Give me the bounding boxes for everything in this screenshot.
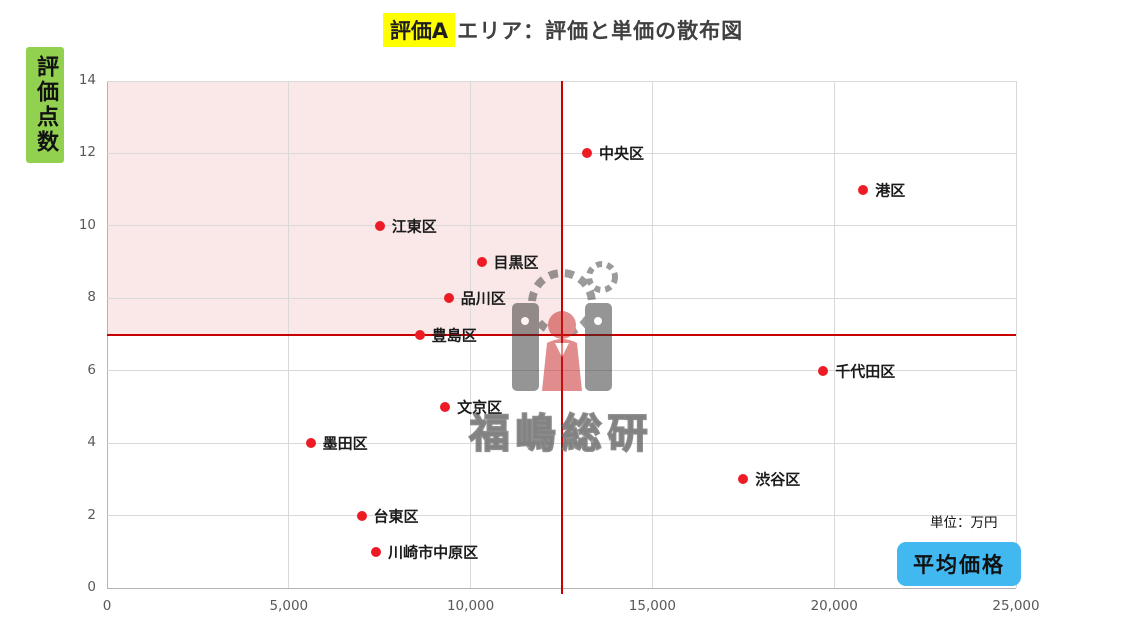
- data-point: [414, 329, 425, 340]
- x-tick-label: 10,000: [446, 598, 495, 614]
- data-point: [818, 365, 829, 376]
- data-point: [371, 546, 382, 557]
- gridline-vertical: [1015, 81, 1017, 588]
- rating-badge: 評価A: [382, 13, 456, 47]
- data-point: [476, 257, 487, 268]
- x-tick-label: 20,000: [810, 598, 858, 614]
- x-tick-label: 0: [102, 598, 112, 614]
- point-label: 目黒区: [493, 253, 539, 272]
- data-point: [356, 510, 367, 521]
- point-label: 豊島区: [431, 326, 477, 344]
- y-axis-label: 評価点数: [26, 47, 64, 163]
- data-point: [738, 474, 749, 485]
- point-label: 品川区: [460, 289, 506, 308]
- point-label: 文京区: [457, 398, 503, 417]
- reference-line-vertical: [560, 81, 563, 594]
- point-label: 中央区: [598, 144, 644, 163]
- y-tick-label: 2: [87, 506, 96, 523]
- y-tick-label: 4: [87, 434, 96, 451]
- y-tick-label: 14: [78, 72, 96, 88]
- x-axis-label: 平均価格: [897, 542, 1021, 586]
- chart-title: 評価A エリア：評価と単価の散布図: [0, 13, 1126, 47]
- plot-area: 福嶋総研 中央区 港区 江東区 目黒区 品川区 豊島区 千代田区 文京区 墨田区 渋谷区 台東区 川崎…: [106, 80, 1017, 594]
- point-label: 川崎市中原区: [388, 543, 479, 562]
- y-tick-label: 10: [78, 216, 96, 233]
- point-label: 港区: [875, 181, 906, 200]
- chart-title-text: エリア：評価と単価の散布図: [457, 19, 744, 43]
- data-point: [440, 401, 451, 412]
- y-tick-label: 8: [87, 289, 96, 306]
- point-label: 渋谷区: [755, 470, 801, 489]
- reference-line-horizontal: [107, 333, 1016, 336]
- x-tick-label: 15,000: [628, 598, 677, 614]
- y-tick-label: 0: [87, 579, 96, 595]
- data-point: [581, 148, 592, 159]
- x-tick-label: 25,000: [992, 598, 1040, 614]
- data-point: [374, 220, 385, 231]
- highlight-quadrant: [107, 81, 562, 335]
- data-point: [305, 438, 316, 449]
- data-point: [858, 184, 869, 195]
- data-point: [443, 293, 454, 304]
- point-label: 台東区: [373, 507, 419, 526]
- unit-label: 単位：万円: [930, 515, 998, 531]
- point-label: 千代田区: [835, 362, 896, 381]
- y-tick-label: 12: [78, 144, 96, 161]
- point-label: 江東区: [391, 217, 437, 236]
- x-tick-label: 5,000: [269, 598, 309, 614]
- y-tick-label: 6: [87, 361, 96, 378]
- point-label: 墨田区: [322, 434, 368, 453]
